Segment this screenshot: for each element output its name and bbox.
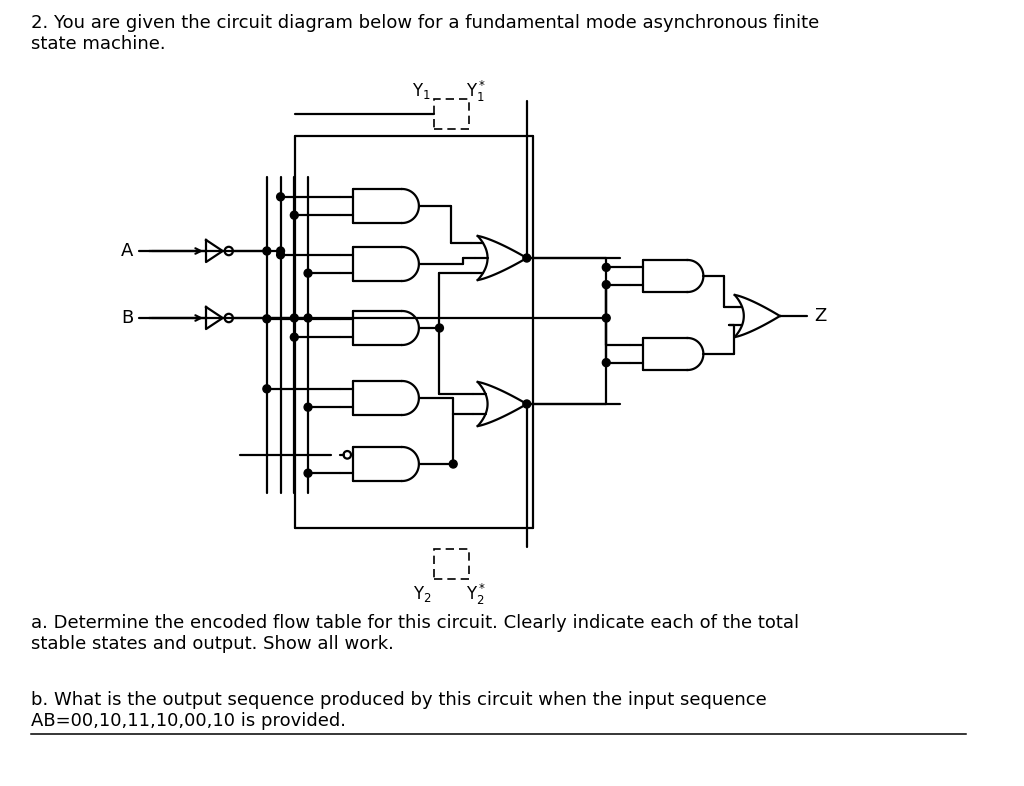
Circle shape [291,211,298,219]
Text: a. Determine the encoded flow table for this circuit. Clearly indicate each of t: a. Determine the encoded flow table for … [32,614,800,653]
Circle shape [263,315,270,323]
Circle shape [602,314,610,322]
Circle shape [263,247,270,255]
Text: Y$_1$: Y$_1$ [413,81,431,101]
Circle shape [276,251,285,259]
Circle shape [276,193,285,200]
Circle shape [602,281,610,288]
Circle shape [523,254,530,262]
Bar [433,549,469,579]
Text: A: A [121,242,133,260]
Text: Z: Z [814,307,826,325]
Text: Y$_2^*$: Y$_2^*$ [466,582,485,607]
Text: Y$_2$: Y$_2$ [413,584,431,604]
Circle shape [291,333,298,341]
Circle shape [602,358,610,366]
Circle shape [304,403,312,411]
Circle shape [304,269,312,277]
Text: 2. You are given the circuit diagram below for a fundamental mode asynchronous f: 2. You are given the circuit diagram bel… [32,14,819,53]
Circle shape [304,314,312,322]
Circle shape [291,314,298,322]
Circle shape [602,263,610,271]
Circle shape [304,469,312,477]
Circle shape [276,247,285,255]
Circle shape [435,324,443,332]
Circle shape [523,400,530,408]
Text: Y$_1^*$: Y$_1^*$ [466,79,485,104]
Text: b. What is the output sequence produced by this circuit when the input sequence
: b. What is the output sequence produced … [32,691,767,729]
Circle shape [263,385,270,393]
Text: B: B [121,309,133,327]
Bar [433,99,469,129]
Circle shape [450,460,457,468]
